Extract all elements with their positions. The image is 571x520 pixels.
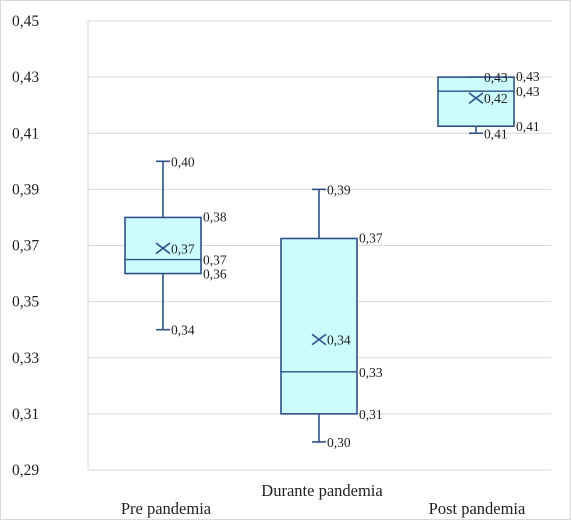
median-label: 0,33: [359, 365, 383, 380]
y-tick-label: 0,35: [12, 294, 39, 311]
iqr-box: [437, 76, 515, 128]
y-tick-label: 0,33: [12, 350, 39, 367]
mean-label: 0,37: [171, 241, 195, 256]
q3-label: 0,38: [203, 209, 227, 224]
min-label: 0,41: [484, 126, 508, 141]
mean-label: 0,34: [327, 333, 351, 348]
mean-marker: [155, 242, 171, 255]
y-tick-label: 0,41: [12, 125, 39, 142]
x-category-label: Pre pandemia: [121, 499, 212, 518]
q1-label: 0,41: [516, 119, 540, 134]
y-axis: 0,29 0,31 0,33 0,35 0,37 0,39 0,41 0,43 0,45: [12, 13, 89, 479]
q3-label: 0,43: [516, 69, 540, 84]
y-tick-label: 0,31: [12, 406, 39, 423]
mean-marker: [468, 92, 484, 105]
box-2: 0,39 0,30 0,34 0,37 0,33 0,31: [280, 182, 383, 450]
y-tick-label: 0,39: [12, 181, 39, 198]
y-tick-label: 0,45: [12, 13, 39, 30]
max-label: 0,40: [171, 154, 195, 169]
y-tick-label: 0,37: [12, 238, 39, 255]
q1-label: 0,31: [359, 407, 383, 422]
q1-label: 0,36: [203, 267, 227, 282]
median-label: 0,43: [516, 84, 540, 99]
q3-label: 0,37: [359, 230, 383, 245]
box-3: 0,430,410,420,430,430,41: [437, 69, 540, 141]
median-label: 0,37: [203, 253, 227, 268]
box-1: 0,400,340,370,380,370,36: [124, 154, 227, 338]
x-category-label: Post pandemia: [429, 499, 526, 518]
max-label: 0,39: [327, 182, 351, 197]
min-label: 0,34: [171, 323, 195, 338]
category-labels: Pre pandemia Durante pandemia Post pandemi…: [121, 481, 526, 518]
y-tick-label: 0,43: [12, 69, 39, 86]
iqr-box: [124, 216, 202, 275]
y-tick-label: 0,29: [12, 462, 39, 479]
mean-marker: [311, 333, 327, 346]
x-category-label: Durante pandemia: [261, 481, 383, 500]
max-label: 0,43: [484, 70, 508, 85]
iqr-box: [280, 237, 358, 415]
boxes: 0,400,340,370,380,370,360,390,300,340,37…: [124, 69, 540, 450]
mean-label: 0,42: [484, 91, 508, 106]
min-label: 0,30: [327, 435, 351, 450]
